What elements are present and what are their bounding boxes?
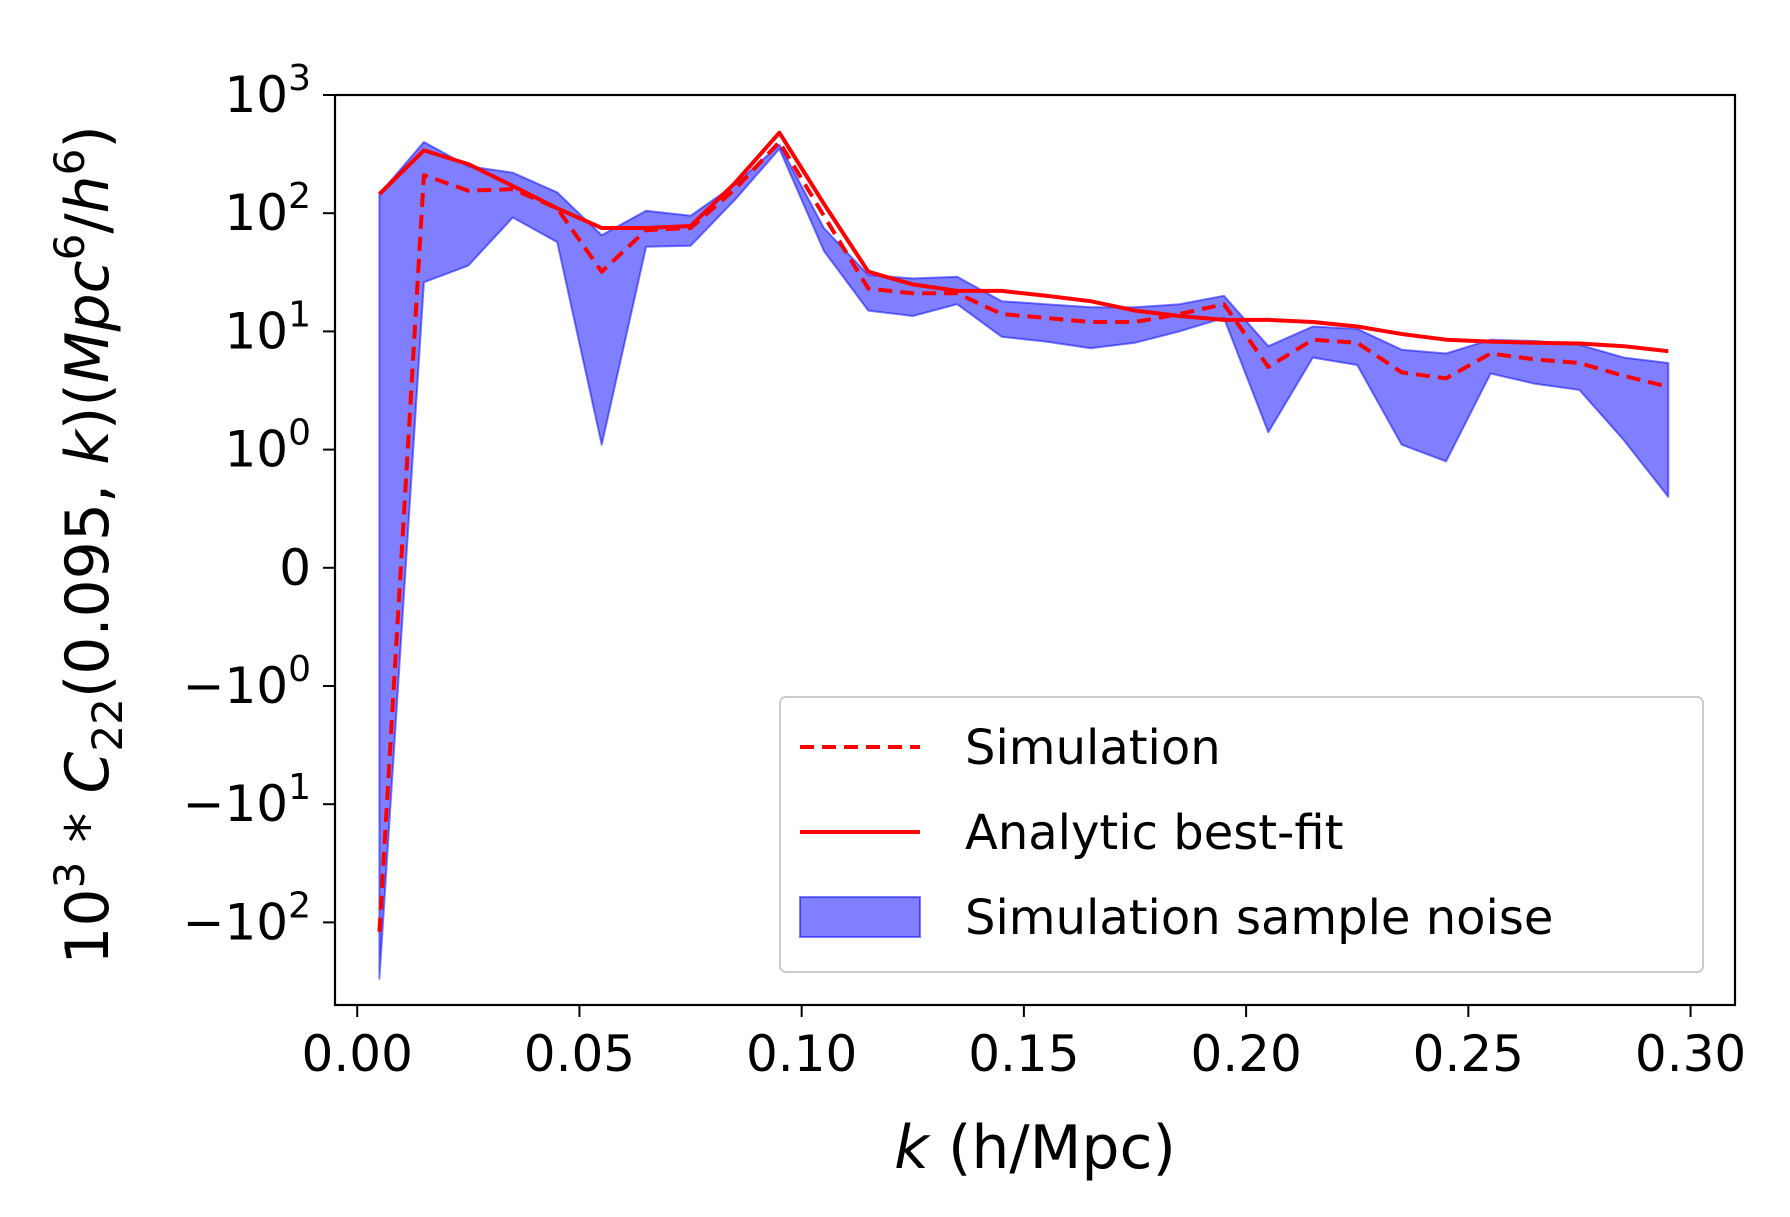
y-tick-label: −100 xyxy=(183,649,311,715)
x-tick-label: 0.25 xyxy=(1413,1025,1524,1083)
x-tick-label: 0.05 xyxy=(524,1025,635,1083)
y-tick-label: 101 xyxy=(224,294,311,360)
x-axis-title-var: k xyxy=(894,1113,931,1183)
x-axis-ticks: 0.00 0.05 0.10 0.15 0.20 0.25 0.30 xyxy=(302,1005,1746,1083)
y-axis-title: 103 * C22(0.095, k)(Mpc6/h6) xyxy=(45,125,132,965)
x-tick-label: 0.20 xyxy=(1190,1025,1301,1083)
noise-band xyxy=(378,141,1670,980)
legend-label-simulation: Simulation xyxy=(965,720,1221,776)
legend-label-analytic: Analytic best-fit xyxy=(965,805,1343,861)
noise-band-layer xyxy=(378,141,1670,980)
x-axis-title-unit: (h/Mpc) xyxy=(929,1113,1176,1183)
y-axis-title-text: 103 * C22(0.095, k)(Mpc6/h6) xyxy=(45,125,132,965)
series-line-layer xyxy=(377,130,1669,932)
plot-frame xyxy=(333,93,1737,1007)
y-tick-label: −102 xyxy=(183,885,311,951)
y-tick-label: −101 xyxy=(183,767,311,833)
y-tick-label: 103 xyxy=(224,58,311,124)
x-tick-label: 0.15 xyxy=(968,1025,1079,1083)
legend-label-noise: Simulation sample noise xyxy=(965,890,1553,946)
series-line-analytic xyxy=(377,130,1669,354)
y-tick-label: 102 xyxy=(224,176,311,242)
legend-box xyxy=(779,696,1704,973)
x-tick-label: 0.30 xyxy=(1635,1025,1746,1083)
x-axis-title: k (h/Mpc) xyxy=(894,1113,1176,1183)
y-tick-label: 100 xyxy=(224,413,311,479)
legend: Simulation Analytic best-fit Simulation … xyxy=(779,696,1704,973)
legend-swatch-noise xyxy=(799,896,921,938)
x-tick-label: 0.00 xyxy=(302,1025,413,1083)
y-axis-ticks: 103 102 101 100 0 −100 −101 −102 xyxy=(183,58,335,951)
x-tick-label: 0.10 xyxy=(746,1025,857,1083)
y-tick-label: 0 xyxy=(279,539,311,597)
